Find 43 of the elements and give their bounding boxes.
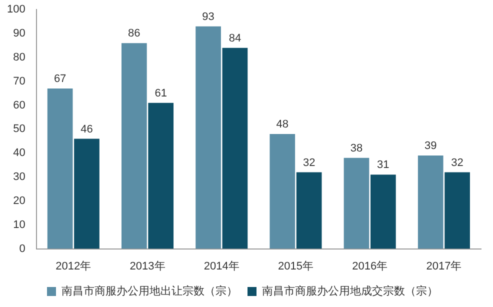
bar <box>47 88 73 249</box>
x-tick-label: 2015年 <box>278 260 314 272</box>
y-tick-label: 30 <box>13 171 26 184</box>
data-label: 61 <box>154 87 167 100</box>
data-label: 84 <box>228 32 242 44</box>
data-label: 93 <box>202 10 214 23</box>
data-label: 31 <box>377 159 390 172</box>
x-tick-label: 2012年 <box>56 260 92 272</box>
bar <box>344 158 370 249</box>
data-label: 67 <box>54 73 66 86</box>
x-tick-label: 2014年 <box>204 260 240 272</box>
data-label: 32 <box>451 156 464 169</box>
y-tick-label: 50 <box>13 123 26 136</box>
bar <box>222 48 248 249</box>
legend-label: 南昌市商服办公用地成交宗数（宗） <box>262 284 438 298</box>
bar <box>370 174 396 249</box>
x-tick-label: 2017年 <box>426 260 462 272</box>
data-label: 38 <box>350 142 363 154</box>
bar <box>122 43 147 249</box>
y-tick-label: 70 <box>13 75 26 88</box>
data-label: 86 <box>128 28 140 40</box>
data-label: 32 <box>302 156 316 169</box>
bar <box>74 138 100 249</box>
y-tick-label: 40 <box>13 147 26 160</box>
bar <box>270 134 296 249</box>
bar <box>418 156 444 249</box>
y-tick-label: 20 <box>13 194 26 207</box>
data-label: 46 <box>80 123 93 136</box>
bar <box>296 172 322 249</box>
y-tick-label: 0 <box>19 242 26 255</box>
x-tick-label: 2016年 <box>352 260 388 272</box>
y-tick-label: 90 <box>13 28 26 40</box>
bar <box>196 26 221 249</box>
y-tick-label: 60 <box>13 99 26 112</box>
x-tick-label: 2013年 <box>130 260 166 272</box>
y-tick-label: 80 <box>13 51 26 64</box>
data-label: 39 <box>424 140 437 152</box>
bar <box>444 172 470 249</box>
data-label: 48 <box>276 118 289 131</box>
y-tick-label: 10 <box>13 218 26 231</box>
y-tick-label: 100 <box>6 4 26 16</box>
legend-label: 南昌市商服办公用地出让宗数（宗） <box>62 284 238 298</box>
bar <box>148 102 174 249</box>
